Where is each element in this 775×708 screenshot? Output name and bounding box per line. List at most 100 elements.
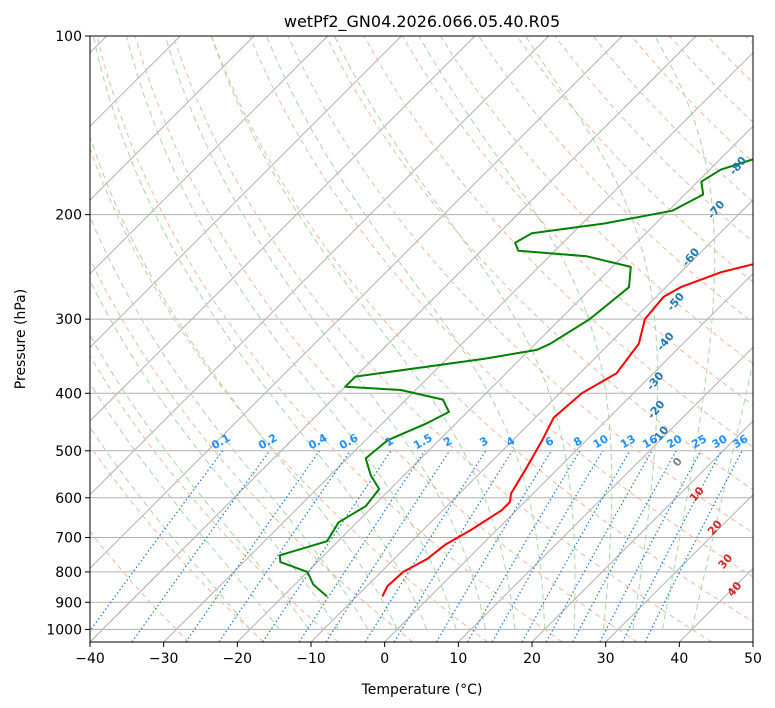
y-tick-label: 700 xyxy=(55,531,82,547)
dry-adiabat-line xyxy=(90,444,264,642)
dry-adiabat-line xyxy=(516,36,753,283)
moist-adiabat-line xyxy=(333,36,576,630)
isotherm-line xyxy=(457,346,753,642)
moist-adiabat-line xyxy=(418,36,613,630)
isotherm-line xyxy=(236,125,753,642)
moist-adiabat-line xyxy=(691,359,753,630)
dry-adiabat-line xyxy=(90,147,488,642)
mixing-ratio-line xyxy=(644,450,743,642)
x-tick-label: 10 xyxy=(449,651,467,667)
moist-adiabat-label: -80 xyxy=(727,154,750,178)
isotherm-line xyxy=(310,199,753,642)
moist-adiabat-label: -20 xyxy=(645,398,668,422)
x-tick-label: 30 xyxy=(597,651,615,667)
x-tick-label: −20 xyxy=(223,651,253,667)
isotherm-line xyxy=(90,36,255,201)
isotherm-line xyxy=(531,420,753,642)
x-tick-label: −40 xyxy=(75,651,105,667)
mixing-ratio-label: 25 xyxy=(689,432,709,451)
mixing-ratio-line xyxy=(262,450,392,642)
mixing-ratio-label: 30 xyxy=(710,432,730,451)
y-axis-title: Pressure (hPa) xyxy=(13,289,29,389)
mixing-ratio-label: 0.1 xyxy=(209,431,232,452)
isotherm-line xyxy=(90,36,623,570)
dry-adiabat-line xyxy=(745,36,753,45)
mixing-ratio-label: 0.4 xyxy=(306,431,330,452)
isotherm-line xyxy=(90,36,329,275)
dry-adiabat-line xyxy=(90,530,190,642)
plot-frame xyxy=(89,35,754,643)
mixing-ratio-label: 1.5 xyxy=(411,431,434,452)
x-tick-label: −30 xyxy=(149,651,179,667)
y-tick-label: 600 xyxy=(55,491,82,507)
x-axis: −40 −30 −20 −10 0 10 20 30 40 50 xyxy=(75,642,762,667)
x-tick-label: −10 xyxy=(296,651,326,667)
mixing-ratio-line xyxy=(218,450,351,642)
dry-adiabat-line xyxy=(90,354,339,642)
isotherm-line xyxy=(384,272,753,642)
dry-adiabat-line xyxy=(478,36,753,324)
mixing-ratio-label: 6 xyxy=(543,434,556,449)
y-tick-label: 900 xyxy=(55,595,82,611)
moist-adiabat-line xyxy=(90,215,369,630)
moist-adiabat-label: 0 xyxy=(670,455,685,469)
moist-adiabat-label: 40 xyxy=(725,579,745,599)
mixing-ratio-label: 3 xyxy=(477,434,490,449)
isotherm-line xyxy=(752,641,753,642)
series-layer xyxy=(278,158,753,598)
moist-adiabat-label: 30 xyxy=(716,551,736,571)
moist-adiabat-line xyxy=(164,36,487,630)
x-axis-title: Temperature (°C) xyxy=(361,682,483,698)
isotherm-line xyxy=(163,51,753,642)
isotherm-line xyxy=(90,36,402,349)
moist-adiabat-line xyxy=(126,36,457,630)
dry-adiabat-line xyxy=(707,36,753,84)
y-tick-label: 400 xyxy=(55,386,82,402)
isotherm-line xyxy=(90,36,550,496)
moist-adiabat-label: -60 xyxy=(679,245,702,269)
mixing-ratio-line xyxy=(572,450,677,642)
dewpoint-profile xyxy=(278,158,753,598)
temperature-profile xyxy=(381,263,753,597)
y-tick-label: 500 xyxy=(55,444,82,460)
background-grid xyxy=(90,36,753,642)
y-axis: 100 200 300 400 500 600 700 800 900 1000 xyxy=(46,29,90,638)
mixing-ratio-line xyxy=(185,450,321,642)
chart-title: wetPf2_GN04.2026.066.05.40.R05 xyxy=(284,12,560,32)
dry-adiabat-line xyxy=(287,36,753,534)
dry-adiabat-line xyxy=(592,36,753,203)
dry-adiabat-line xyxy=(669,36,753,124)
y-tick-label: 800 xyxy=(55,565,82,581)
dry-adiabat-line xyxy=(401,36,753,406)
moist-adiabat-label: 20 xyxy=(705,517,725,537)
dry-adiabat-line xyxy=(249,36,753,578)
isotherm-line xyxy=(90,36,476,422)
y-tick-label: 200 xyxy=(55,208,82,224)
dry-adiabat-line xyxy=(96,36,563,642)
moist-adiabat-label: -70 xyxy=(705,198,728,222)
y-tick-label: 100 xyxy=(55,29,82,45)
moist-adiabat-line xyxy=(525,36,658,630)
isotherm-line xyxy=(605,493,753,642)
x-tick-label: 40 xyxy=(670,651,688,667)
dry-adiabat-line xyxy=(211,36,753,623)
isotherm-line xyxy=(90,36,697,642)
mixing-ratio-line xyxy=(298,450,426,642)
moist-adiabat-line xyxy=(210,36,516,630)
moist-adiabat-line xyxy=(90,135,398,630)
moist-adiabat-line xyxy=(90,334,310,630)
y-tick-label: 1000 xyxy=(46,622,82,638)
moist-adiabat-line xyxy=(92,36,428,630)
x-tick-label: 50 xyxy=(744,651,762,667)
moist-adiabat-label: -100 xyxy=(769,61,775,91)
mixing-ratio-label: 13 xyxy=(618,432,638,451)
x-tick-label: 20 xyxy=(523,651,541,667)
mixing-ratio-line xyxy=(521,450,631,642)
isotherm-line xyxy=(678,567,753,642)
x-tick-label: 0 xyxy=(380,651,389,667)
moist-adiabat-label: -40 xyxy=(654,329,677,353)
mixing-ratio-label: 10 xyxy=(591,432,611,451)
moist-adiabat-line xyxy=(266,36,546,630)
dry-adiabat-line xyxy=(172,36,712,642)
mixing-ratio-line xyxy=(325,450,451,642)
